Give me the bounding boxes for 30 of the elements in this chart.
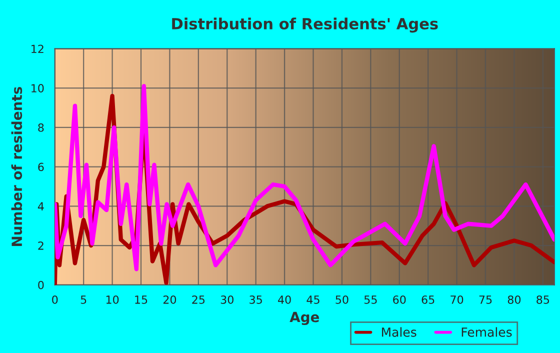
x-tick-label: 55 [364,296,377,304]
x-tick-label: 45 [306,296,320,304]
x-tick-label: 50 [336,295,348,304]
legend-label: Males [382,327,416,337]
y-tick-label: 6 [38,162,44,172]
x-tick-label: 40 [278,295,291,304]
y-tick-label: 4 [38,202,44,210]
x-tick-label: 70 [450,295,464,304]
x-tick-label: 10 [106,295,119,304]
y-axis-title: Number of residents [11,87,22,246]
x-tick-label: 20 [163,295,176,304]
x-tick-label: 0 [52,295,58,304]
x-tick-label: 5 [80,296,86,304]
x-tick-label: 80 [508,295,521,304]
x-axis-title: Age [290,312,320,326]
x-tick-label: 85 [536,295,550,304]
y-tick-label: 10 [32,84,44,92]
chart-title: Distribution of Residents' Ages [172,18,438,33]
x-tick-label: 30 [220,295,234,304]
legend-label: Females [462,327,512,337]
x-tick-label: 60 [393,295,406,304]
x-tick-label: 25 [192,295,205,304]
y-tick-label: 8 [38,123,44,132]
x-tick-label: 65 [422,295,434,304]
y-tick-label: 12 [32,44,44,53]
y-tick-label: 0 [38,280,44,290]
x-tick-label: 15 [135,296,148,304]
x-tick-label: 75 [479,296,492,304]
x-tick-label: 35 [250,295,262,304]
y-tick-label: 2 [38,241,44,250]
